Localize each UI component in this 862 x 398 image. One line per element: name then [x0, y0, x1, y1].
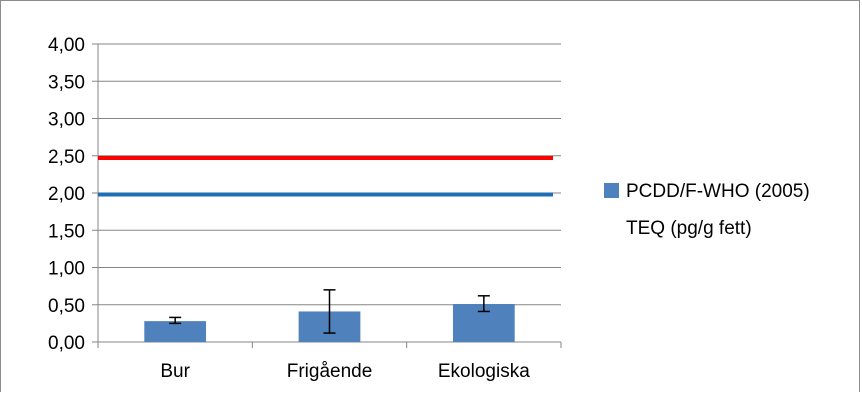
reference-lines	[98, 155, 553, 197]
bar	[144, 321, 207, 342]
gridlines	[98, 43, 561, 306]
bars	[144, 304, 515, 342]
legend-label-line-1: PCDD/F-WHO (2005)	[626, 181, 810, 202]
error-bar	[169, 316, 182, 325]
legend-label-line-2: TEQ (pg/g fett)	[626, 218, 752, 239]
error-bars	[169, 289, 490, 334]
x-tick-label: Bur	[160, 361, 190, 382]
y-tick-label: 0,50	[48, 296, 85, 317]
legend: PCDD/F-WHO (2005) TEQ (pg/g fett)	[604, 181, 810, 239]
error-bar	[477, 295, 490, 313]
y-tick-label: 3,50	[48, 72, 85, 93]
error-bar	[323, 289, 336, 334]
x-tick-label: Frigående	[287, 361, 373, 382]
legend-swatch	[604, 183, 619, 198]
x-tick-label: Ekologiska	[438, 361, 530, 382]
y-tick-label: 0,00	[48, 333, 85, 354]
y-tick-label: 2,00	[48, 184, 85, 205]
y-tick-label: 4,00	[48, 35, 85, 56]
y-tick-label: 1,50	[48, 221, 85, 242]
x-axis-tick-labels: Bur Frigående Ekologiska	[160, 361, 530, 382]
y-tick-label: 1,00	[48, 259, 85, 280]
y-tick-label: 2,50	[48, 147, 85, 168]
y-tick-label: 3,00	[48, 110, 85, 131]
y-axis-tick-labels: 0,00 0,50 1,00 1,50 2,00 2,50 3,00 3,50 4,00	[48, 35, 85, 354]
